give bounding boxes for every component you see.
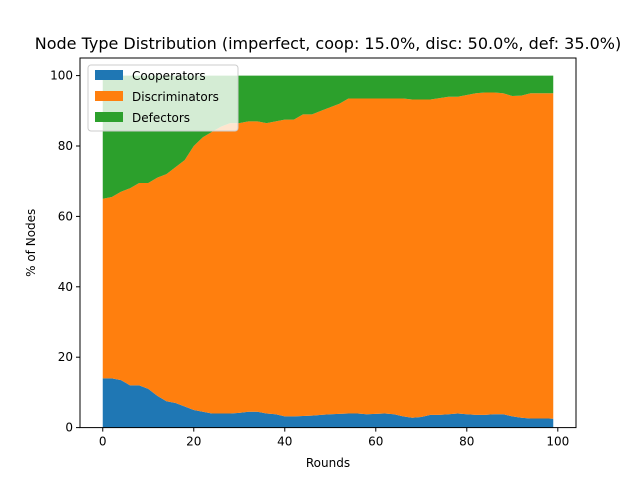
x-tick-label: 20 <box>186 435 201 449</box>
legend-label-discriminators: Discriminators <box>132 90 219 104</box>
legend-label-cooperators: Cooperators <box>132 69 206 83</box>
x-tick-label: 80 <box>459 435 474 449</box>
chart-title: Node Type Distribution (imperfect, coop:… <box>35 34 622 53</box>
y-axis-label: % of Nodes <box>24 209 38 277</box>
y-tick-label: 40 <box>58 280 73 294</box>
y-tick-label: 100 <box>50 69 73 83</box>
x-tick-label: 60 <box>368 435 383 449</box>
legend-label-defectors: Defectors <box>132 111 190 125</box>
x-tick-label: 40 <box>277 435 292 449</box>
legend-swatch-discriminators <box>95 91 123 101</box>
y-tick-label: 20 <box>58 350 73 364</box>
plot-frame <box>79 57 577 429</box>
legend-swatch-defectors <box>95 112 123 122</box>
y-tick-label: 80 <box>58 139 73 153</box>
y-tick-label: 60 <box>58 209 73 223</box>
legend: Cooperators Discriminators Defectors <box>87 64 239 132</box>
area-cooperators <box>102 378 554 428</box>
area-discriminators <box>102 92 554 419</box>
y-axis-ticks: 0 20 40 60 80 100 <box>50 69 80 435</box>
x-tick-label: 100 <box>546 435 569 449</box>
x-axis-ticks: 0 20 40 60 80 100 <box>99 427 569 449</box>
x-tick-label: 0 <box>99 435 107 449</box>
legend-swatch-cooperators <box>95 70 123 80</box>
y-tick-label: 0 <box>65 421 73 435</box>
x-axis-label: Rounds <box>306 456 350 470</box>
legend-box <box>87 64 239 132</box>
